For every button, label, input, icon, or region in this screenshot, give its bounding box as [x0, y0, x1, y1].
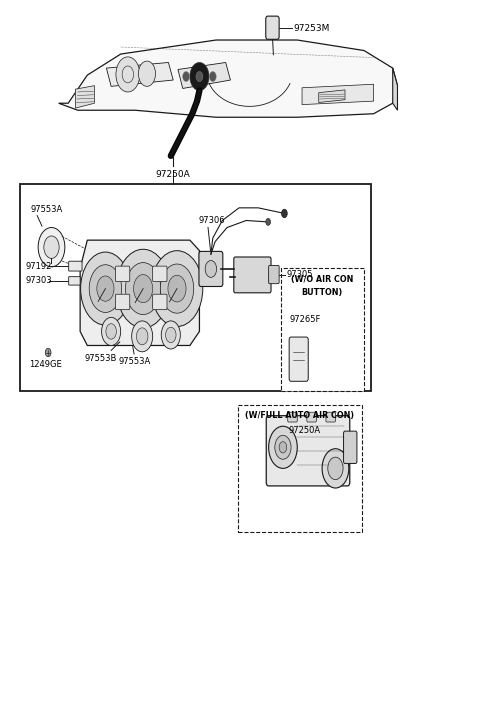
- Circle shape: [209, 71, 216, 82]
- Text: (W/FULL AUTO AIR CON): (W/FULL AUTO AIR CON): [245, 411, 354, 419]
- Text: 97553A: 97553A: [118, 357, 151, 366]
- FancyBboxPatch shape: [153, 294, 167, 309]
- Circle shape: [125, 263, 161, 314]
- Text: 97265F: 97265F: [289, 315, 321, 324]
- FancyBboxPatch shape: [199, 252, 223, 286]
- Polygon shape: [178, 63, 230, 88]
- Circle shape: [116, 250, 170, 328]
- FancyBboxPatch shape: [69, 276, 80, 285]
- Circle shape: [161, 321, 180, 349]
- FancyBboxPatch shape: [326, 412, 336, 422]
- Circle shape: [136, 328, 148, 345]
- Bar: [238, 405, 362, 532]
- Circle shape: [102, 317, 120, 345]
- Circle shape: [106, 324, 116, 339]
- Circle shape: [133, 274, 153, 302]
- FancyBboxPatch shape: [234, 257, 271, 293]
- Circle shape: [38, 228, 65, 266]
- Circle shape: [266, 219, 271, 226]
- Text: BUTTON): BUTTON): [302, 288, 343, 297]
- Polygon shape: [302, 85, 373, 104]
- FancyBboxPatch shape: [266, 416, 350, 486]
- Circle shape: [166, 327, 176, 343]
- Circle shape: [81, 252, 130, 325]
- Circle shape: [97, 276, 114, 301]
- Circle shape: [275, 436, 291, 459]
- Text: 97192: 97192: [25, 262, 52, 271]
- Polygon shape: [75, 85, 95, 108]
- Circle shape: [160, 264, 194, 313]
- Circle shape: [269, 427, 297, 468]
- Polygon shape: [393, 68, 397, 110]
- Bar: [281, 268, 364, 391]
- Circle shape: [281, 209, 287, 218]
- FancyBboxPatch shape: [289, 337, 308, 381]
- Polygon shape: [107, 63, 173, 86]
- Circle shape: [45, 348, 51, 357]
- Text: 97303: 97303: [25, 276, 52, 286]
- Circle shape: [279, 441, 287, 453]
- Circle shape: [116, 57, 140, 92]
- Circle shape: [168, 275, 186, 302]
- Circle shape: [322, 448, 349, 488]
- Circle shape: [328, 457, 343, 479]
- FancyBboxPatch shape: [266, 16, 279, 39]
- Text: 1249GE: 1249GE: [29, 360, 62, 369]
- Circle shape: [89, 264, 121, 312]
- Circle shape: [151, 251, 203, 326]
- Circle shape: [205, 261, 216, 277]
- Polygon shape: [59, 40, 397, 117]
- FancyBboxPatch shape: [344, 431, 357, 463]
- Text: 97253M: 97253M: [293, 23, 329, 32]
- FancyBboxPatch shape: [69, 262, 82, 271]
- Circle shape: [44, 236, 59, 259]
- Circle shape: [132, 321, 153, 352]
- Circle shape: [190, 63, 209, 90]
- FancyBboxPatch shape: [307, 412, 316, 422]
- FancyBboxPatch shape: [116, 266, 130, 281]
- Circle shape: [196, 71, 203, 82]
- Bar: [21, 184, 371, 391]
- Circle shape: [182, 71, 190, 82]
- Text: 97553B: 97553B: [85, 354, 117, 363]
- FancyBboxPatch shape: [116, 294, 130, 309]
- FancyBboxPatch shape: [269, 265, 279, 283]
- Text: (W/O AIR CON: (W/O AIR CON: [291, 275, 353, 284]
- Text: 97305: 97305: [287, 270, 313, 279]
- Circle shape: [138, 61, 156, 86]
- Text: 97250A: 97250A: [288, 427, 321, 435]
- Text: 97553A: 97553A: [30, 205, 62, 214]
- Text: 97306: 97306: [199, 216, 225, 226]
- FancyBboxPatch shape: [288, 412, 297, 422]
- Polygon shape: [80, 240, 199, 345]
- Text: 97250A: 97250A: [156, 170, 191, 179]
- Polygon shape: [319, 90, 345, 102]
- FancyBboxPatch shape: [153, 266, 167, 281]
